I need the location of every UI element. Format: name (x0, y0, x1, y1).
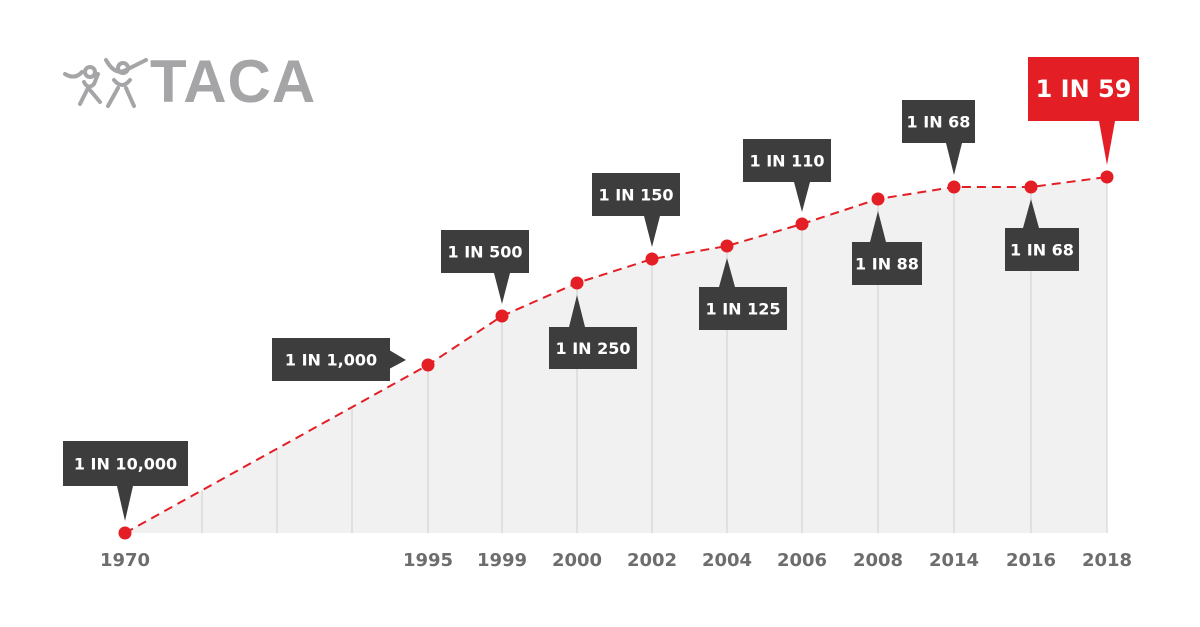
data-point (495, 309, 509, 323)
x-tick-label: 2004 (702, 550, 752, 571)
x-tick-label: 2002 (627, 550, 677, 571)
data-label-text: 1 IN 500 (447, 243, 522, 262)
data-point (118, 526, 132, 540)
label-pointer (494, 273, 510, 304)
x-tick-label: 2016 (1006, 550, 1056, 571)
data-point (947, 180, 961, 194)
data-label: 1 IN 110 (743, 139, 831, 212)
data-point (645, 252, 659, 266)
data-label-text: 1 IN 250 (555, 339, 630, 358)
data-label-text: 1 IN 68 (907, 113, 971, 132)
data-point (1024, 180, 1038, 194)
data-label-text: 1 IN 68 (1010, 241, 1074, 260)
data-point (570, 276, 584, 290)
data-label-text: 1 IN 110 (749, 152, 824, 171)
label-pointer (870, 211, 886, 242)
data-label-text: 1 IN 125 (705, 300, 780, 319)
data-point (421, 358, 435, 372)
data-label-text: 1 IN 150 (598, 186, 673, 205)
data-label: 1 IN 125 (699, 258, 787, 330)
data-label: 1 IN 250 (549, 295, 637, 369)
x-tick-label: 2000 (552, 550, 602, 571)
label-pointer (719, 258, 735, 287)
label-pointer (1023, 199, 1039, 228)
label-pointer (644, 216, 660, 247)
data-label-text: 1 IN 59 (1036, 75, 1132, 103)
x-tick-label: 1999 (477, 550, 527, 571)
logo-text: TACA (150, 48, 317, 115)
label-pointer (569, 295, 585, 327)
data-label-text: 1 IN 88 (855, 255, 919, 274)
data-label: 1 IN 88 (852, 211, 922, 285)
x-tick-label: 2008 (853, 550, 903, 571)
data-label: 1 IN 150 (592, 173, 680, 247)
label-pointer (794, 182, 810, 212)
data-point (871, 192, 885, 206)
x-tick-label: 2006 (777, 550, 827, 571)
data-label-text: 1 IN 10,000 (74, 455, 177, 474)
data-label: 1 IN 1,000 (272, 338, 406, 381)
x-tick-label: 1970 (100, 550, 150, 571)
data-label: 1 IN 68 (902, 100, 975, 175)
label-pointer (1099, 121, 1115, 165)
data-label: 1 IN 59 (1028, 57, 1139, 165)
data-label: 1 IN 500 (441, 230, 529, 304)
data-label-text: 1 IN 1,000 (285, 351, 377, 370)
label-pointer (390, 350, 406, 369)
data-label: 1 IN 68 (1005, 199, 1079, 271)
taca-logo: TACA (60, 52, 316, 112)
taca-figures-icon (63, 58, 148, 108)
data-label: 1 IN 10,000 (63, 441, 188, 521)
x-tick-label: 2014 (929, 550, 979, 571)
series-line (124, 176, 1108, 534)
label-pointer (117, 486, 133, 521)
x-tick-label: 2018 (1082, 550, 1132, 571)
data-point (795, 217, 809, 231)
data-point (1100, 170, 1114, 184)
label-pointer (946, 143, 962, 175)
data-point (720, 239, 734, 253)
x-tick-label: 1995 (403, 550, 453, 571)
